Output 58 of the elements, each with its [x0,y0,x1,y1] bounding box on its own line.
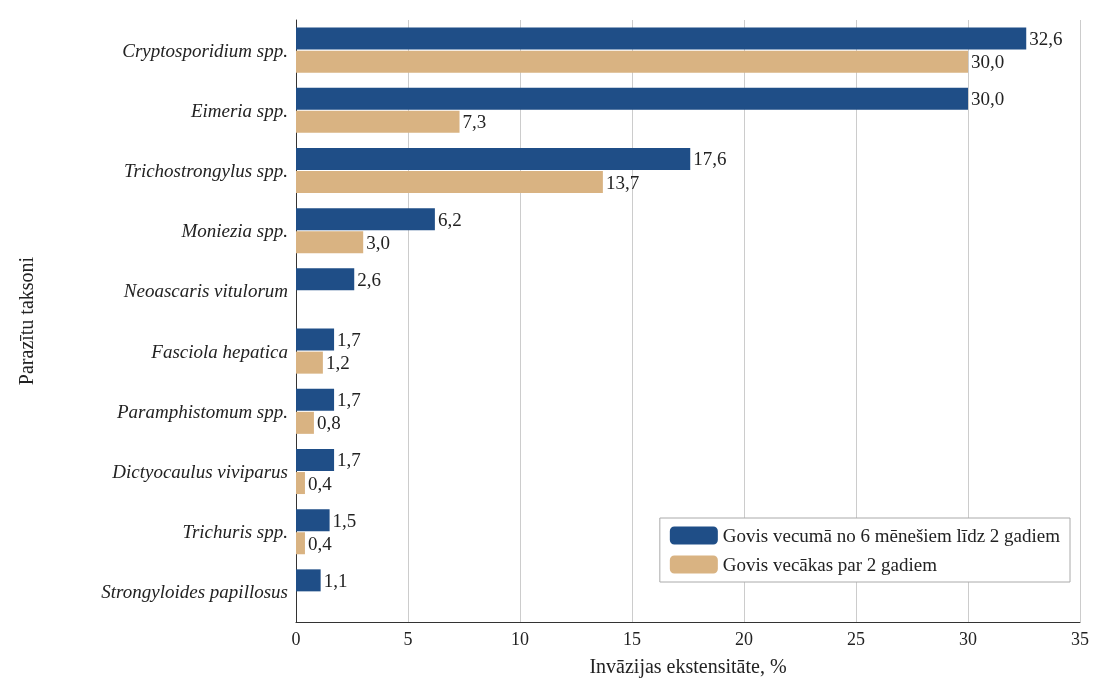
data-label: 30,0 [971,88,1005,110]
data-label: 6,2 [437,208,462,230]
bar [296,27,1027,50]
bar [296,448,335,471]
data-label: 1,7 [337,389,361,411]
x-tick-label: 5 [403,629,413,649]
y-tick-label: Cryptosporidium spp. [122,39,288,61]
bar [296,50,968,73]
bar [296,351,323,374]
bar [296,532,305,555]
data-label: 1,1 [323,569,348,591]
bar [296,509,330,532]
y-tick-label: Fasciola hepatica [150,340,288,362]
data-label: 7,3 [462,111,487,133]
data-label: 0,8 [316,412,341,434]
data-label: 1,5 [332,509,357,531]
data-label: 0,4 [307,532,333,554]
data-label: 3,0 [366,231,390,253]
x-tick-label: 0 [291,629,301,649]
bar [296,147,691,170]
bar [296,569,321,592]
legend-label: Govis vecumā no 6 mēnešiem līdz 2 gadiem [722,525,1061,546]
data-label: 13,7 [605,171,640,193]
legend-label: Govis vecākas par 2 gadiem [722,554,938,575]
x-tick-label: 25 [847,629,865,649]
bar [296,411,314,434]
y-tick-label: Trichostrongylus spp. [124,160,288,181]
bar [296,208,435,231]
data-label: 1,7 [337,329,361,351]
y-tick-label: Dictyocaulus viviparus [111,461,288,482]
y-tick-label: Moniezia spp. [180,220,288,242]
data-label: 32,6 [1029,28,1063,50]
y-tick-label: Paramphistomum spp. [115,400,288,422]
bar [296,110,460,133]
y-axis-title: Parazītu taksoni [15,256,37,386]
bar [296,171,603,194]
x-tick-label: 15 [623,629,641,649]
y-tick-label: Strongyloides papillosus [101,581,288,603]
data-label: 1,7 [337,449,361,471]
bar [296,268,355,291]
data-label: 17,6 [693,148,727,170]
x-tick-label: 35 [1071,629,1089,649]
bar [296,388,335,411]
data-label: 30,0 [971,51,1005,73]
data-label: 2,6 [357,268,381,290]
bar [296,87,968,110]
x-axis-title: Invāzijas ekstensitāte, % [589,655,787,678]
y-tick-label: Eimeria spp. [189,99,288,121]
x-tick-label: 20 [735,629,753,649]
data-label: 1,2 [325,352,350,374]
bar [296,231,364,254]
y-tick-label: Trichuris spp. [182,521,288,543]
x-tick-label: 30 [959,629,977,649]
x-tick-label: 10 [511,629,529,649]
data-label: 0,4 [307,472,333,494]
y-tick-label: Neoascaris vitulorum [122,280,288,302]
bar [296,328,335,351]
bar [296,472,305,495]
